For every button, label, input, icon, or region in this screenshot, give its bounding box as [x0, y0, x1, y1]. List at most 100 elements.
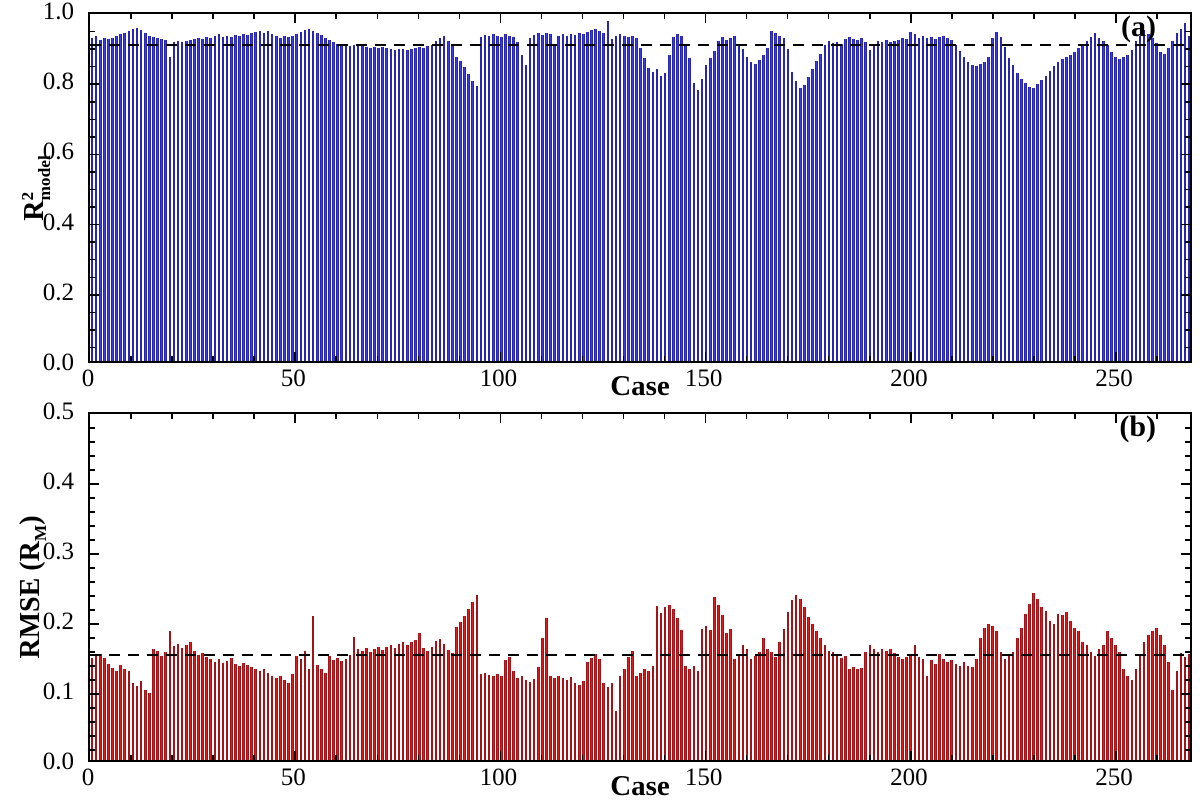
bar [328, 40, 331, 361]
bar [1167, 48, 1170, 361]
bar [422, 647, 425, 760]
bar [463, 616, 466, 760]
bar [234, 34, 237, 361]
axis-tick [294, 352, 296, 361]
bar [397, 643, 401, 760]
axis-tick [499, 751, 502, 760]
axis-tick [253, 356, 255, 361]
bar [627, 656, 630, 760]
bar [753, 63, 757, 361]
bar [909, 32, 913, 361]
bar [565, 35, 569, 361]
bar [954, 44, 958, 361]
axis-tick [130, 14, 132, 19]
panel-a-plot-area: (a) [88, 10, 1192, 363]
bar [1073, 627, 1076, 760]
bar [283, 35, 286, 361]
bar [729, 629, 732, 760]
bar [1020, 627, 1023, 760]
bar [897, 656, 900, 760]
axis-tick [90, 441, 95, 443]
bar [639, 48, 642, 361]
axis-tick [1115, 14, 1117, 23]
bar [991, 37, 994, 361]
bar [258, 30, 262, 361]
axis-tick [827, 414, 830, 419]
axis-tick [335, 414, 337, 419]
bar [1085, 40, 1089, 361]
bar [1122, 56, 1125, 361]
bar [135, 685, 139, 760]
bar [369, 652, 372, 760]
bar [135, 27, 139, 361]
bar [897, 39, 900, 361]
bar [733, 35, 737, 361]
bar [893, 652, 896, 760]
bar [569, 33, 573, 361]
bar [573, 682, 577, 760]
axis-tick [212, 755, 214, 760]
bar [491, 34, 495, 361]
bar [483, 672, 487, 760]
bar [663, 72, 667, 361]
y-tick-label: 1.0 [42, 0, 74, 25]
bar [319, 34, 323, 361]
axis-tick [663, 356, 666, 361]
bar [618, 34, 622, 361]
x-tick-label: 0 [81, 764, 95, 791]
bar [909, 655, 913, 760]
axis-tick [1185, 749, 1190, 751]
bar [1093, 655, 1097, 760]
bar [1179, 653, 1183, 760]
bar [798, 599, 802, 760]
bar [979, 63, 982, 361]
axis-tick [1185, 329, 1190, 331]
bar [209, 658, 213, 760]
axis-tick [1185, 188, 1190, 191]
bar [1015, 638, 1019, 760]
bar [188, 39, 192, 361]
bar [528, 37, 532, 361]
bar [405, 50, 409, 361]
axis-tick [212, 356, 214, 361]
bar [577, 684, 581, 760]
bar [459, 61, 462, 361]
bar [557, 675, 561, 760]
bar [1089, 652, 1093, 760]
bar [622, 35, 626, 361]
bar [356, 648, 360, 760]
axis-tick [1074, 356, 1076, 361]
bar [107, 663, 110, 760]
axis-tick [499, 14, 502, 23]
bar [725, 39, 728, 361]
bar [962, 662, 966, 760]
axis-tick [1185, 679, 1190, 681]
bar [377, 48, 380, 361]
axis-tick [992, 755, 994, 760]
y-tick-label: 0.3 [42, 538, 74, 565]
bar [1101, 645, 1105, 760]
bar [176, 643, 180, 760]
axis-tick [1185, 497, 1190, 499]
bar [573, 34, 577, 361]
axis-tick [294, 14, 296, 23]
bar [508, 35, 511, 361]
bar [827, 41, 831, 361]
bar [835, 654, 839, 760]
bar [1011, 652, 1015, 760]
bar [1130, 50, 1134, 361]
bar [266, 31, 270, 361]
bar [352, 44, 356, 361]
bar [839, 43, 843, 361]
bar [242, 34, 245, 361]
axis-tick [1033, 414, 1035, 419]
axis-tick [417, 14, 420, 19]
bar [143, 33, 147, 361]
bar [430, 646, 434, 760]
bar [213, 661, 217, 760]
bar [225, 661, 229, 760]
axis-tick [1115, 414, 1117, 423]
axis-tick [1185, 101, 1190, 103]
bar [520, 676, 524, 760]
bar [504, 660, 507, 760]
